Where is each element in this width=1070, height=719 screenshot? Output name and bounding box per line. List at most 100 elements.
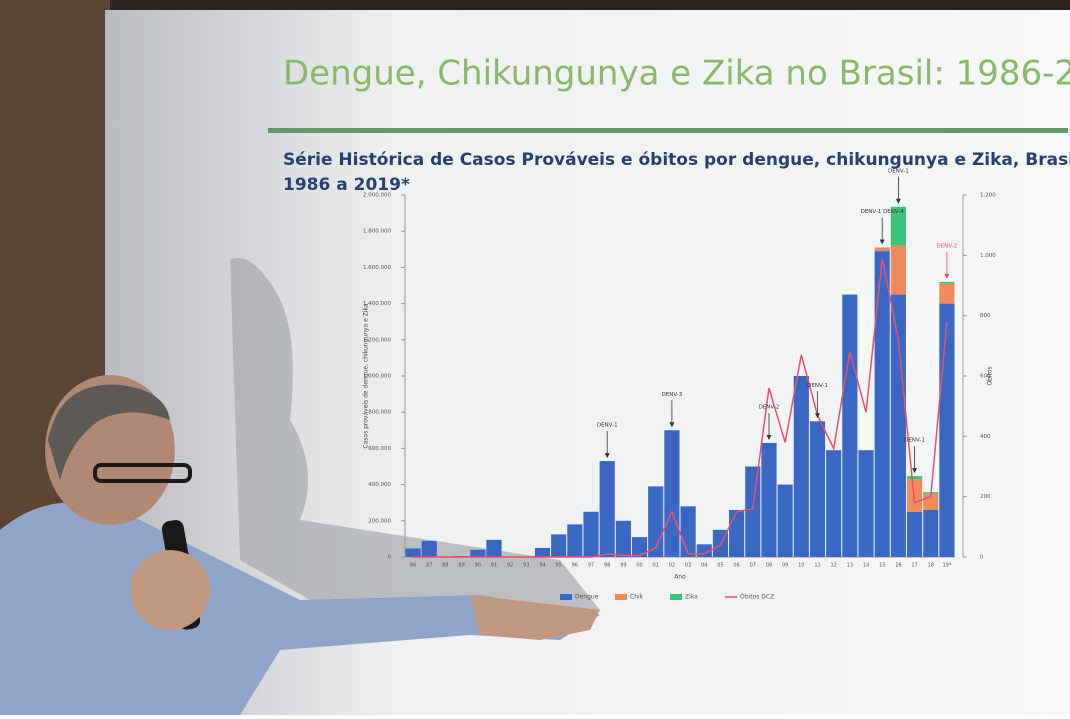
x-tick-label: 91 [491,563,497,569]
legend-label: Chik [630,594,644,601]
annotation: DENV-2 [937,243,958,249]
bar [891,295,906,557]
x-tick-label: 09 [782,563,788,569]
x-tick-label: 00 [636,563,642,569]
bar [778,485,793,557]
legend-swatch [670,594,682,600]
bar [486,540,501,557]
bar [875,251,890,557]
bar [907,512,922,557]
x-tick-label: 96 [572,563,578,569]
bar [875,247,890,251]
x-tick-label: 15 [879,563,885,569]
x-tick-label: 98 [604,563,610,569]
bar [470,550,485,557]
y-tick-label: 800.000 [368,410,391,416]
y2-tick-label: 800 [980,313,991,319]
legend-swatch [615,594,627,600]
x-tick-label: 07 [750,563,756,569]
bar [616,521,631,557]
x-tick-label: 13 [847,563,853,569]
y-tick-label: 600.000 [368,446,391,452]
x-tick-label: 05 [717,563,723,569]
legend-swatch [560,594,572,600]
bar [664,430,679,557]
x-tick-label: 01 [653,563,659,569]
legend-label: Dengue [575,594,599,601]
rule [268,128,1068,133]
annotation: DENV-1 DENV-4 [861,209,905,215]
bar [761,443,776,557]
x-tick-label: 06 [733,563,739,569]
y2-tick-label: 0 [980,555,984,561]
hand [130,550,210,630]
legend-label: Óbitos DCZ [740,594,774,601]
y-tick-label: 1.800.000 [363,229,391,235]
bar [810,421,825,557]
x-tick-label: 14 [863,563,869,569]
slide-title: Dengue, Chikungunya e Zika no Brasil: 19… [283,54,1070,94]
photo: Dengue, Chikungunya e Zika no Brasil: 19… [0,0,1070,715]
annotation: DENV-1 [597,423,618,429]
bar [923,510,938,557]
y-axis-label: Casos prováveis de dengue, chikungunya e… [363,303,370,448]
x-tick-label: 17 [911,563,917,569]
bar [826,450,841,557]
x-tick-label: 18 [928,563,934,569]
bar [907,476,922,479]
subtitle: Série Histórica de Casos Prováveis e óbi… [283,150,1070,170]
x-tick-label: 99 [620,563,626,569]
bar [583,512,598,557]
x-axis-label: Ano [674,574,686,581]
bar [681,506,696,557]
bar [794,376,809,557]
bar [891,246,906,295]
x-tick-label: 88 [442,563,448,569]
x-tick-label: 97 [588,563,594,569]
x-tick-label: 94 [539,563,545,569]
x-tick-label: 93 [523,563,529,569]
y-tick-label: 2.000.000 [363,193,391,199]
bar [551,534,566,557]
bar [729,510,744,557]
x-tick-label: 16 [895,563,901,569]
bar [600,461,615,557]
bar [842,295,857,557]
x-tick-label: 11 [814,563,820,569]
x-tick-label: 90 [475,563,481,569]
y-tick-label: 200.000 [368,518,391,524]
x-tick-label: 87 [426,563,432,569]
y2-axis-label: Óbitos [987,366,994,385]
bar [535,548,550,557]
x-tick-label: 08 [766,563,772,569]
annotation: DENV-1 [888,168,909,174]
y2-tick-label: 200 [980,494,991,500]
legend-label: Zika [685,594,698,601]
x-tick-label: 12 [830,563,836,569]
bar [406,548,421,557]
x-tick-label: 10 [798,563,804,569]
x-tick-label: 92 [507,563,513,569]
annotation: DENV-1 [807,383,828,389]
annotation: DENV-2 [759,404,780,410]
x-tick-label: 03 [685,563,691,569]
bar [939,304,954,557]
bar [939,284,954,304]
annotation: DENV-3 [662,392,683,398]
bar [939,282,954,284]
x-tick-label: 19* [942,563,951,569]
x-tick-label: 04 [701,563,707,569]
y2-tick-label: 400 [980,434,991,440]
bar [632,537,647,557]
y2-tick-label: 1.200 [980,193,996,199]
y-tick-label: 0 [388,555,392,561]
bar [567,524,582,557]
bar [858,450,873,557]
y-tick-label: 1.600.000 [363,265,391,271]
y-tick-label: 400.000 [368,482,391,488]
x-tick-label: 95 [555,563,561,569]
y2-tick-label: 1.000 [980,253,996,259]
x-tick-label: 86 [410,563,416,569]
bar [422,541,437,557]
bar [745,467,760,558]
